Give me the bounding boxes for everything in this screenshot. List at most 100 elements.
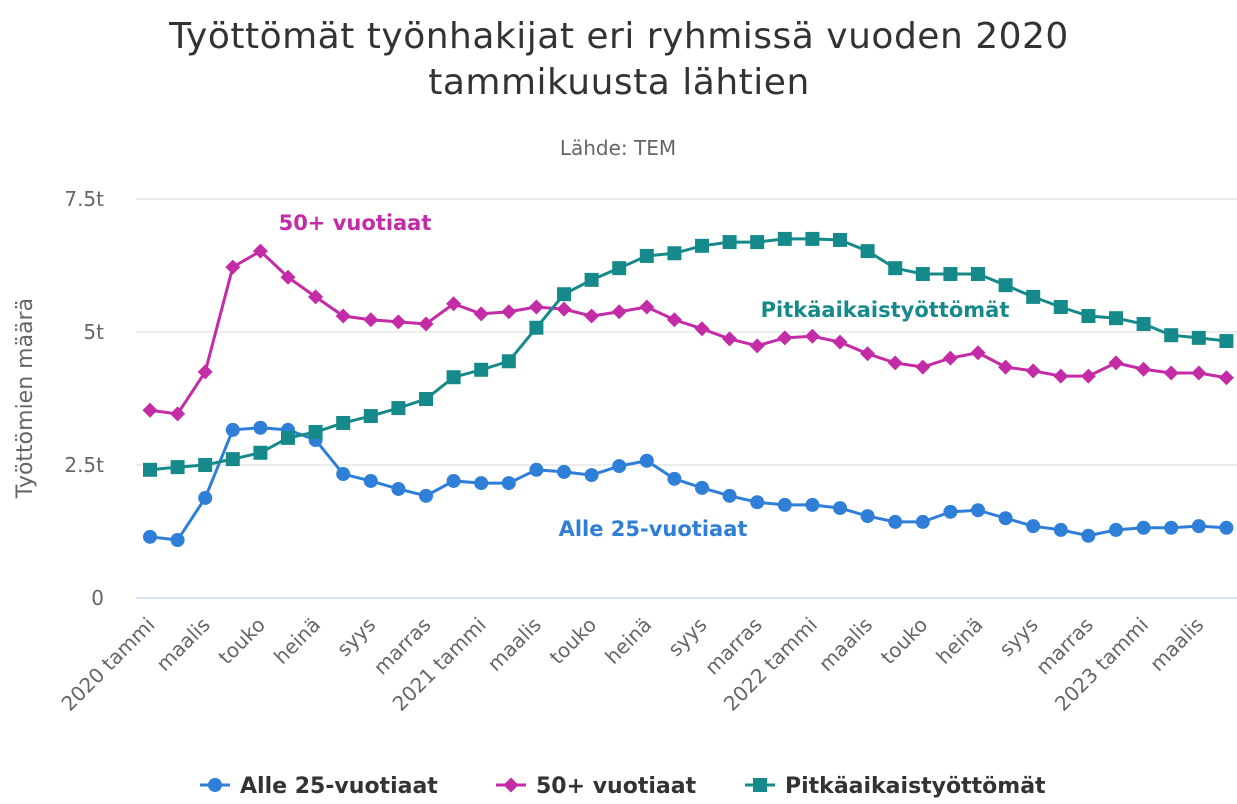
point (1191, 330, 1206, 345)
point (1219, 520, 1234, 535)
point (253, 445, 268, 460)
point (473, 306, 489, 322)
point (1053, 368, 1069, 384)
point (143, 529, 157, 544)
point (971, 503, 985, 518)
point (584, 272, 599, 287)
point (888, 514, 903, 529)
y-tick-label: 7.5t (64, 187, 104, 211)
point (943, 504, 958, 519)
point (1136, 520, 1151, 535)
point (833, 501, 847, 516)
series-annotation: Pitkäaikaistyöttömät (761, 298, 1010, 322)
point (225, 422, 240, 437)
x-tick-label: syys (332, 613, 380, 661)
point (363, 312, 379, 328)
point (612, 261, 627, 276)
point (611, 304, 627, 320)
point (666, 312, 682, 328)
point (695, 238, 709, 253)
series-line (149, 249, 1227, 416)
point (695, 480, 709, 495)
point (501, 476, 516, 491)
point (998, 511, 1013, 526)
point (805, 497, 820, 512)
point (418, 316, 434, 332)
point (667, 246, 682, 261)
point (832, 334, 848, 350)
point (556, 301, 572, 317)
point (1026, 289, 1041, 304)
point (833, 232, 847, 247)
point (749, 338, 765, 354)
point (446, 370, 461, 385)
point (446, 296, 462, 312)
point (170, 406, 186, 422)
point (639, 453, 654, 468)
point (1081, 528, 1096, 543)
point (915, 267, 930, 282)
y-tick-label: 5t (83, 320, 104, 344)
point (252, 243, 268, 259)
point (1136, 317, 1151, 332)
point (390, 314, 406, 330)
y-axis-label: Työttömien määrä (13, 298, 38, 499)
point (143, 462, 157, 477)
point (391, 401, 406, 416)
point (528, 299, 544, 315)
point (1109, 522, 1123, 537)
point (1136, 361, 1152, 377)
x-tick-label: touko (213, 613, 269, 669)
y-tick-label: 0 (91, 586, 104, 610)
point (419, 488, 433, 503)
point (915, 359, 931, 375)
legend-symbol (753, 778, 767, 792)
point (446, 473, 461, 488)
legend-item: Pitkäaikaistyöttömät (745, 774, 1046, 799)
point (888, 261, 903, 276)
point (1108, 355, 1124, 371)
point (860, 509, 875, 524)
legend-symbol (208, 778, 222, 792)
x-tick-label: maalis (1145, 613, 1208, 676)
point (1191, 365, 1207, 381)
x-tick-label: syys (663, 613, 711, 661)
point (253, 420, 268, 435)
point (584, 468, 599, 483)
point (750, 495, 765, 510)
point (998, 359, 1014, 375)
x-tick-label: maalis (151, 613, 214, 676)
point (280, 269, 296, 285)
chart-subtitle: Lähde: TEM (560, 136, 676, 160)
point (1080, 368, 1096, 384)
point (529, 320, 544, 335)
point (281, 430, 295, 445)
series-annotation: 50+ vuotiaat (279, 211, 432, 235)
point (998, 278, 1013, 293)
point (667, 471, 682, 486)
point (1025, 363, 1041, 379)
point (474, 476, 489, 491)
x-tick-label: maalis (483, 613, 546, 676)
point (363, 409, 378, 424)
point (887, 355, 903, 371)
x-tick-label: syys (994, 613, 1042, 661)
point (1026, 519, 1041, 534)
x-tick-label: heinä (269, 613, 325, 669)
point (1164, 328, 1179, 343)
point (170, 533, 185, 548)
point (612, 459, 627, 474)
x-tick-label: 2020 tammi (56, 613, 159, 716)
point (1163, 365, 1179, 381)
point (639, 299, 655, 315)
point (777, 330, 793, 346)
point (860, 346, 876, 362)
point (391, 481, 406, 496)
y-tick-label: 2.5t (64, 453, 104, 477)
point (1219, 334, 1234, 349)
x-tick-label: heinä (600, 613, 656, 669)
point (363, 473, 378, 488)
series-annotation: Alle 25-vuotiaat (559, 517, 748, 541)
point (722, 331, 738, 347)
